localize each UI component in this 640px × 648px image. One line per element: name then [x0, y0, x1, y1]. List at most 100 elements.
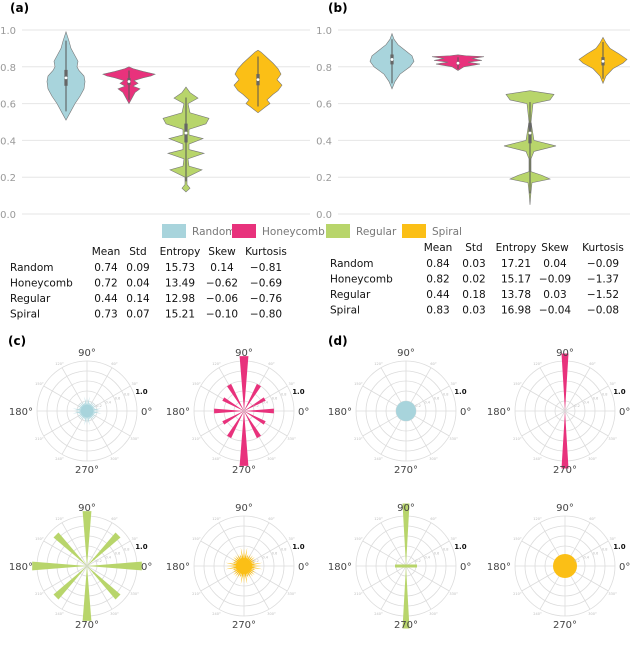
minor-angle-label: 330° — [287, 592, 296, 596]
radial-tick-label: 0.2 — [574, 559, 580, 563]
polar-ray-honeycomb — [244, 408, 274, 414]
angle-label-180: 180° — [166, 562, 190, 573]
table-header: Mean — [424, 242, 453, 254]
legend: Random Honeycomb Regular Spiral — [162, 224, 462, 238]
angle-label-180: 180° — [328, 407, 352, 418]
minor-angle-label: 330° — [287, 437, 296, 441]
polar-ray-honeycomb — [244, 383, 262, 411]
table-cell: −0.09 — [539, 274, 571, 286]
table-cell: 0.84 — [426, 258, 450, 270]
minor-angle-label: 120° — [55, 362, 64, 366]
table-cell: 15.21 — [165, 309, 195, 321]
panel-label-b: (b) — [328, 1, 348, 15]
minor-angle-label: 60° — [430, 362, 436, 366]
minor-angle-label: 120° — [374, 517, 383, 521]
radial-max-label: 1.0 — [292, 543, 305, 551]
minor-angle-label: 300° — [267, 457, 276, 461]
polar-data-random — [72, 396, 102, 426]
minor-angle-label: 210° — [35, 592, 44, 596]
radial-tick-label: 0.4 — [424, 555, 430, 559]
angle-label-0: 0° — [298, 407, 309, 418]
table-cell: 0.14 — [210, 262, 234, 274]
table-cell: 0.44 — [426, 289, 450, 301]
minor-angle-label: 300° — [588, 612, 597, 616]
table-cell: 13.78 — [501, 289, 531, 301]
violin-median — [64, 76, 68, 80]
angle-label-270: 270° — [394, 465, 418, 476]
radial-tick-label: 0.6 — [115, 552, 121, 556]
violin-chart-b: 0.0 0.2 0.4 0.6 0.8 1.0 — [316, 26, 630, 221]
table-row-name: Random — [10, 262, 53, 274]
minor-angle-label: 150° — [192, 382, 201, 386]
minor-angle-label: 60° — [111, 517, 117, 521]
minor-angle-label: 330° — [449, 437, 458, 441]
table-cell: −0.62 — [206, 278, 238, 290]
minor-angle-label: 60° — [111, 362, 117, 366]
legend-swatch-honeycomb — [232, 224, 256, 238]
polar-ray-regular — [87, 561, 142, 571]
table-cell: 0.74 — [94, 262, 118, 274]
polar-data-spiral — [553, 554, 577, 578]
angle-label-270: 270° — [394, 620, 418, 631]
minor-angle-label: 300° — [110, 612, 119, 616]
minor-angle-label: 150° — [354, 537, 363, 541]
angle-label-90: 90° — [397, 503, 415, 514]
table-cell: 0.82 — [426, 274, 449, 286]
violin-median — [390, 58, 394, 61]
minor-angle-label: 300° — [429, 457, 438, 461]
minor-angle-label: 240° — [212, 457, 221, 461]
y-tick-label: 1.0 — [316, 26, 332, 37]
radial-tick-label: 0.2 — [415, 559, 421, 563]
violin-median — [456, 61, 460, 65]
minor-angle-label: 60° — [589, 517, 595, 521]
radial-tick-label: 0.4 — [262, 400, 268, 404]
panel-label-a: (a) — [10, 1, 29, 15]
table-cell: 0.03 — [543, 289, 566, 301]
radial-tick-label: 0.6 — [593, 552, 599, 556]
polar-plot-regular: 90° 180° 0° 270° 120° 60° 150° 30° 210° 330° 240° 3… — [328, 503, 471, 631]
y-tick-label: 0.8 — [0, 63, 16, 74]
table-cell: −0.80 — [250, 309, 282, 321]
minor-angle-label: 240° — [374, 457, 383, 461]
violin-median — [601, 59, 605, 63]
radial-tick-label: 0.6 — [272, 552, 278, 556]
table-cell: 0.03 — [462, 305, 485, 317]
polar-charts-c: 90° 180° 0° 270° 120° 60° 150° 30° 210° 330° 240° 3… — [9, 348, 309, 631]
minor-angle-label: 240° — [55, 612, 64, 616]
angle-label-0: 0° — [460, 562, 471, 573]
table-cell: 17.21 — [501, 258, 531, 270]
polar-data-spiral — [225, 547, 263, 585]
minor-angle-label: 60° — [268, 517, 274, 521]
angle-label-90: 90° — [78, 348, 96, 359]
angle-label-0: 0° — [460, 407, 471, 418]
table-row-name: Spiral — [10, 309, 40, 321]
table-header: Entropy — [160, 246, 201, 258]
legend-label-regular: Regular — [356, 226, 397, 238]
polar-plot-spiral: 90° 180° 0° 270° 120° 60° 150° 30° 210° 330° 240° 3… — [166, 503, 309, 631]
minor-angle-label: 150° — [513, 382, 522, 386]
polar-ray-honeycomb — [222, 397, 244, 411]
angle-label-270: 270° — [75, 465, 99, 476]
polar-data-horizontal — [395, 564, 417, 568]
angle-label-0: 0° — [298, 562, 309, 573]
angle-label-180: 180° — [328, 562, 352, 573]
angle-label-270: 270° — [75, 620, 99, 631]
radial-tick-label: 0.2 — [574, 404, 580, 408]
minor-angle-label: 120° — [212, 517, 221, 521]
stats-table-a: Mean Std Entropy Skew Kurtosis Random 0.74 0.09… — [10, 246, 287, 321]
table-cell: −0.09 — [587, 258, 619, 270]
table-cell: 0.72 — [94, 278, 117, 290]
table-header: Entropy — [496, 242, 537, 254]
radial-tick-label: 0.6 — [272, 397, 278, 401]
minor-angle-label: 210° — [192, 592, 201, 596]
table-cell: 0.03 — [462, 258, 485, 270]
y-tick-label: 0.4 — [0, 136, 16, 147]
minor-angle-label: 120° — [55, 517, 64, 521]
polar-ray-regular — [87, 532, 121, 566]
radial-tick-label: 0.6 — [115, 397, 121, 401]
angle-label-0: 0° — [619, 407, 630, 418]
legend-swatch-spiral — [402, 224, 426, 238]
minor-angle-label: 240° — [55, 457, 64, 461]
minor-angle-label: 120° — [374, 362, 383, 366]
panel-label-d: (d) — [328, 334, 348, 348]
